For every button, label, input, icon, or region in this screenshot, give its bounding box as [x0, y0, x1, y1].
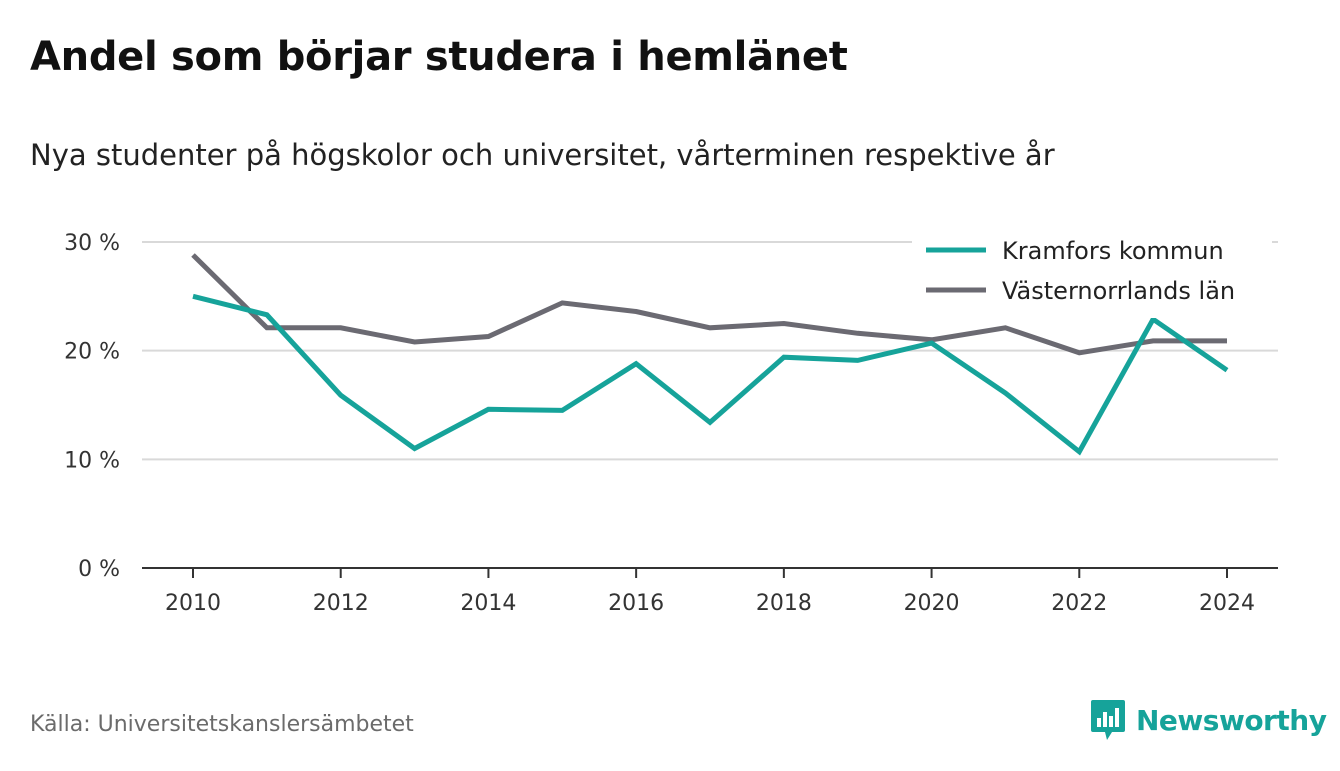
series-line — [192, 293, 1229, 456]
x-tick-label: 2014 — [460, 591, 516, 616]
x-tick-label: 2012 — [313, 591, 369, 616]
chart-subtitle: Nya studenter på högskolor och universit… — [30, 138, 1055, 172]
y-tick-label: 30 % — [64, 231, 120, 256]
source-credit: Källa: Universitetskanslersämbetet — [30, 712, 414, 737]
x-tick-label: 2018 — [756, 591, 812, 616]
y-tick-label: 20 % — [64, 340, 120, 365]
y-tick-label: 0 % — [78, 557, 120, 582]
x-tick-label: 2010 — [165, 591, 221, 616]
x-tick-label: 2024 — [1199, 591, 1255, 616]
legend-label: Västernorrlands län — [1002, 277, 1235, 305]
legend-label: Kramfors kommun — [1002, 237, 1224, 265]
x-tick-label: 2020 — [904, 591, 960, 616]
legend-background — [912, 226, 1272, 318]
legend: Kramfors kommun Västernorrlands län — [912, 226, 1272, 318]
newsworthy-logo: Newsworthy — [1090, 698, 1327, 742]
newsworthy-logo-icon — [1091, 700, 1125, 740]
brand-name: Newsworthy — [1136, 703, 1327, 737]
y-tick-label: 10 % — [64, 448, 120, 473]
y-axis-tick-labels: 0 % 10 % 20 % 30 % — [64, 231, 120, 582]
x-tick-label: 2016 — [608, 591, 664, 616]
x-tick-label: 2022 — [1051, 591, 1107, 616]
chart-title: Andel som börjar studera i hemlänet — [30, 34, 848, 80]
series-lines — [191, 253, 1229, 456]
series-line — [191, 253, 1227, 356]
x-axis: 2010 2012 2014 2016 2018 2020 2022 2024 — [142, 567, 1278, 616]
line-chart: 0 % 10 % 20 % 30 % 2010 2012 2014 2016 2018 2020… — [64, 226, 1278, 616]
